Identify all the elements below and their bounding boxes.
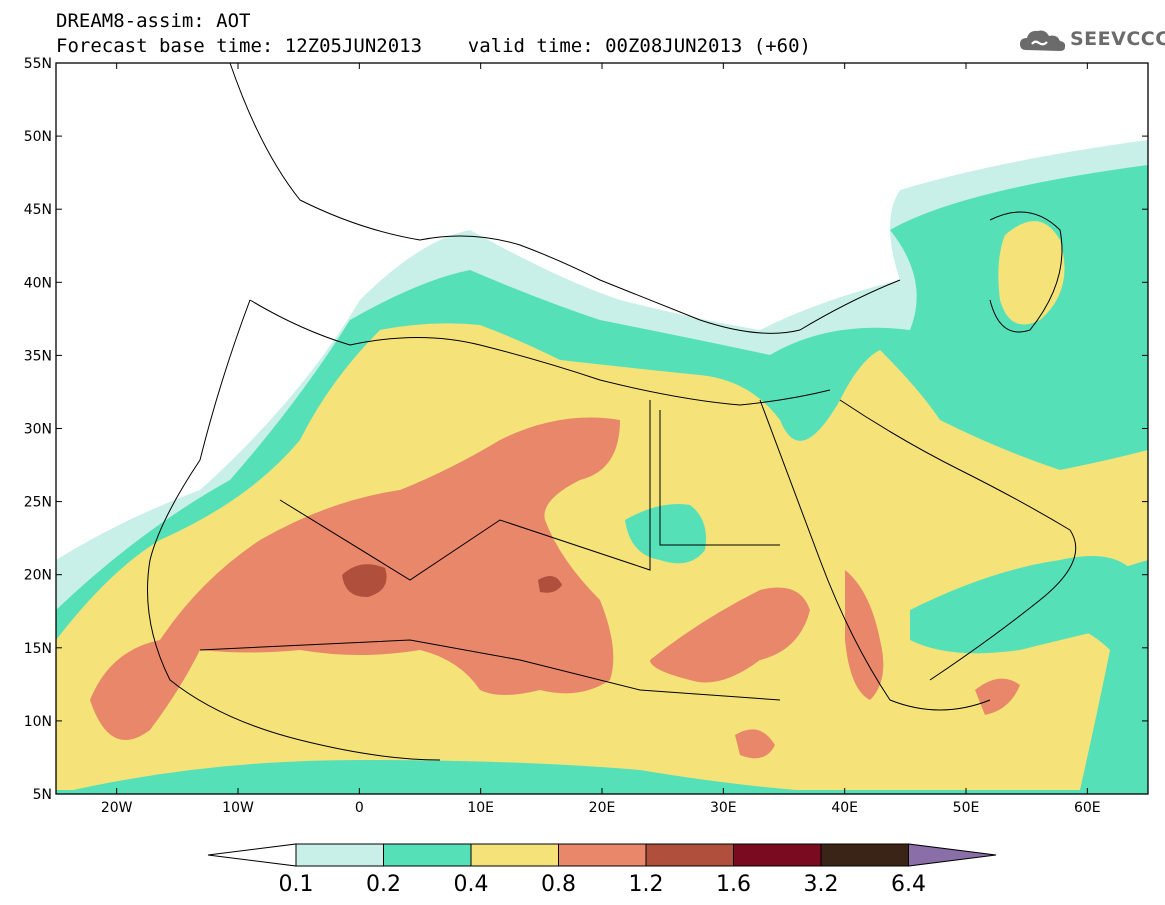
coast-africa-west <box>147 299 441 761</box>
colorbar-under-triangle <box>207 843 297 867</box>
coast-arabia <box>839 399 1077 681</box>
lat-label: 35N <box>24 348 52 364</box>
colorbar-label: 6.4 <box>891 872 926 897</box>
colorbar-swatch <box>733 843 822 867</box>
lon-label: 40E <box>831 800 858 816</box>
longitude-axis: 20W 10W 0 10E 20E 30E 40E 50E 60E <box>101 63 1101 816</box>
lat-label: 50N <box>24 129 52 145</box>
coastlines <box>147 63 1077 761</box>
aot-patch-arabia <box>910 556 1148 654</box>
aot-band-1.2b <box>538 576 562 593</box>
cloud-icon <box>1020 30 1066 51</box>
aot-band-1.2 <box>342 564 387 598</box>
lat-label: 55N <box>24 56 52 72</box>
coast-europe-north <box>229 63 901 334</box>
border-sahel <box>199 639 781 701</box>
aot-patch-horn <box>845 570 884 700</box>
colorbar-label: 0.4 <box>454 872 489 897</box>
seevccc-logo: SEEVCCC <box>1018 26 1165 56</box>
coast-africa-north <box>249 299 831 406</box>
logo-text: SEEVCCC <box>1070 28 1165 50</box>
lat-label: 30N <box>24 422 52 438</box>
coast-red-sea <box>759 399 991 711</box>
aot-patch-somalia <box>975 678 1020 715</box>
lon-label: 30E <box>710 800 737 816</box>
lon-label: 20W <box>101 800 133 816</box>
lat-label: 25N <box>24 495 52 511</box>
lon-label: 0 <box>355 800 364 816</box>
colorbar-over-triangle <box>908 843 997 867</box>
colorbar-swatch <box>645 843 734 867</box>
lat-label: 15N <box>24 641 52 657</box>
latitude-axis: 55N 50N 45N 40N 35N 30N 25N 20N 15N 10N 5N <box>24 56 1148 803</box>
aot-field <box>56 140 1148 794</box>
colorbar-swatch <box>383 843 472 867</box>
coast-caspian <box>989 211 1063 333</box>
colorbar-swatch <box>470 843 559 867</box>
colorbar-label: 0.1 <box>279 872 314 897</box>
colorbar-label: 3.2 <box>804 872 839 897</box>
lat-label: 5N <box>33 787 52 803</box>
map-title: DREAM8-assim: AOT <box>56 10 251 32</box>
colorbar-label: 1.2 <box>629 872 664 897</box>
lat-label: 20N <box>24 568 52 584</box>
aot-patch-egypt <box>625 504 706 564</box>
colorbar-label: 0.2 <box>366 872 401 897</box>
lon-label: 10E <box>467 800 494 816</box>
aot-patch-ethiopia <box>735 729 775 759</box>
lon-label: 20E <box>589 800 616 816</box>
lon-label: 10W <box>222 800 254 816</box>
colorbar: 0.1 0.2 0.4 0.8 1.2 1.6 3.2 6.4 <box>207 843 997 897</box>
colorbar-label: 0.8 <box>541 872 576 897</box>
lat-label: 10N <box>24 714 52 730</box>
map-subtitle: Forecast base time: 12Z05JUN2013 valid t… <box>56 35 811 57</box>
colorbar-swatch <box>558 843 647 867</box>
lat-label: 40N <box>24 275 52 291</box>
aot-patch-sudan <box>650 587 810 683</box>
lon-label: 60E <box>1074 800 1101 816</box>
colorbar-swatch <box>295 843 384 867</box>
border-sahara <box>279 400 651 581</box>
aot-patch-caspian <box>998 221 1065 325</box>
colorbar-label: 1.6 <box>716 872 751 897</box>
lon-label: 50E <box>953 800 980 816</box>
border-egypt <box>659 410 780 546</box>
lat-label: 45N <box>24 202 52 218</box>
colorbar-swatch <box>820 843 909 867</box>
aot-band-south <box>56 760 860 794</box>
